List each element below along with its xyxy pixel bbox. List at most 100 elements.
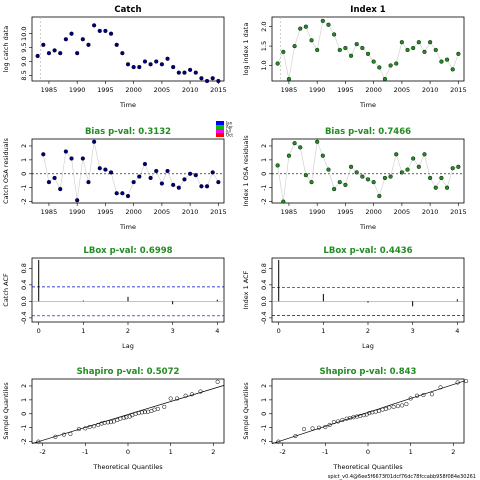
data-point [444, 185, 450, 190]
data-point [86, 42, 91, 47]
data-point [315, 139, 320, 144]
plot-frame [271, 138, 465, 204]
y-tick-label: 0 [20, 412, 28, 416]
x-tick-label: 2010 [422, 86, 439, 94]
data-point [360, 45, 365, 51]
y-tick-label: -1 [260, 184, 268, 190]
qq-point [323, 424, 328, 430]
y-axis-label: Sample Quantiles [2, 382, 10, 440]
data-point [382, 175, 388, 181]
x-axis-label: Time [359, 223, 376, 231]
data-point [326, 22, 331, 27]
x-tick-label: 3 [411, 327, 415, 335]
x-tick-label: 2000 [125, 86, 142, 94]
qq-point [36, 439, 41, 444]
qq-point [373, 409, 378, 414]
data-point [46, 51, 52, 56]
panel-title: LBox p-val: 0.4436 [323, 246, 412, 256]
x-tick-label: -1 [82, 448, 88, 456]
data-point [103, 167, 108, 172]
x-axis-label: Time [119, 223, 136, 231]
data-point [365, 177, 371, 182]
qq-point [301, 427, 307, 432]
data-point [80, 37, 85, 42]
panel-title: Bias p-val: 0.7466 [325, 127, 411, 137]
series-line [277, 20, 459, 80]
data-point [171, 182, 176, 188]
data-point [52, 175, 57, 181]
data-point [286, 76, 292, 82]
qq-point [377, 408, 382, 414]
data-point [405, 47, 410, 53]
x-tick-label: 1995 [97, 208, 114, 216]
data-point [281, 199, 286, 204]
legend-swatch [216, 129, 224, 133]
data-point [193, 70, 198, 75]
data-point [159, 181, 164, 186]
qq-point [168, 396, 173, 401]
y-tick-label: -2 [20, 438, 28, 444]
data-point [298, 26, 303, 31]
x-tick-label: 0 [126, 448, 130, 456]
data-point [35, 53, 40, 59]
data-point [69, 156, 74, 161]
qq-point [118, 416, 123, 421]
data-point [165, 168, 170, 174]
y-tick-label: 0.0 [260, 296, 268, 306]
qq-point [108, 420, 113, 425]
data-point [309, 180, 314, 185]
legend-swatch [216, 121, 224, 125]
qq-point [189, 392, 195, 397]
qq-point [293, 433, 298, 439]
y-axis-label: Catch ACF [2, 273, 10, 307]
data-point [80, 156, 85, 161]
data-point [131, 180, 136, 185]
x-tick-label: 1985 [281, 208, 298, 216]
y-tick-label: 10.0 [20, 26, 28, 40]
panel-title: Shapiro p-val: 0.843 [320, 367, 417, 377]
x-tick-label: 0 [37, 327, 41, 335]
qq-point [383, 406, 388, 411]
x-tick-label: 4 [215, 327, 219, 335]
qq-point [140, 410, 145, 415]
x-tick-label: 1995 [337, 86, 354, 94]
y-tick-label: 1 [20, 398, 28, 402]
x-tick-label: 1 [81, 327, 85, 335]
qq-point [364, 412, 369, 417]
data-point [142, 59, 148, 64]
data-point [216, 78, 221, 84]
y-tick-label: 2 [20, 384, 28, 388]
data-point [176, 70, 181, 75]
data-point [433, 47, 438, 53]
y-tick-label: 0 [260, 172, 268, 176]
data-point [428, 40, 433, 45]
data-point [210, 76, 215, 81]
x-tick-label: 2005 [154, 86, 171, 94]
x-tick-label: 1 [321, 327, 325, 335]
x-tick-label: 2015 [450, 86, 467, 94]
data-point [204, 78, 210, 84]
panel-catch_acf: LBox p-val: 0.6998 0 1 2 3 4 -0.4 0.0 0.4 0.8 Lag C… [2, 246, 225, 350]
data-point [343, 45, 348, 51]
data-point [399, 40, 404, 45]
x-tick-label: 0 [366, 448, 370, 456]
data-point [120, 191, 125, 196]
data-point [292, 43, 297, 49]
panel-index1: Index 1 1985 1990 1995 2000 2005 2010 2015 1.0 1.… [242, 5, 467, 109]
y-tick-label: 0.8 [20, 263, 28, 273]
y-tick-label: -1 [260, 424, 268, 430]
qq-point [276, 439, 281, 444]
legend-label: Jan [225, 121, 233, 126]
data-point [456, 164, 461, 169]
qq-reference-line [31, 385, 225, 444]
qq-point [175, 396, 180, 401]
x-axis-label: Lag [362, 342, 374, 350]
x-tick-label: 2000 [365, 208, 382, 216]
y-tick-label: 9.0 [20, 56, 28, 66]
data-point [92, 139, 97, 144]
data-point [97, 166, 102, 171]
data-point [131, 64, 136, 70]
data-point [75, 198, 80, 203]
